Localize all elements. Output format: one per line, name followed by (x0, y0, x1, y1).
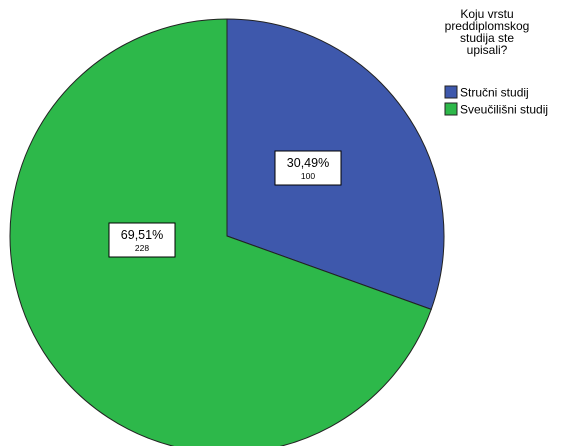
legend-title-line-2: preddiplomskog (445, 19, 530, 33)
pie-slice-sveucilisni-studij (9, 18, 432, 446)
data-label-box-strucni-studij (274, 150, 342, 186)
count-label-sveucilisni-studij: 228 (135, 243, 149, 253)
legend-title-line-3: studija ste (460, 31, 514, 45)
legend-title-line-1: Koju vrstu (460, 7, 513, 21)
legend: Koju vrstu preddiplomskog studija ste up… (444, 7, 548, 117)
data-label-box-sveucilisni-studij (108, 222, 176, 258)
legend-label-sveucilisni-studij: Sveučilišni studij (460, 103, 548, 117)
legend-swatch-strucni-studij (444, 85, 458, 99)
legend-label-strucni-studij: Stručni studij (460, 86, 529, 100)
pie-slices (9, 18, 445, 446)
percent-label-sveucilisni-studij: 69,51% (121, 228, 163, 242)
percent-label-strucni-studij: 30,49% (287, 156, 329, 170)
data-labels: 30,49%100 69,51%228 (108, 150, 342, 258)
legend-swatch-sveucilisni-studij (444, 102, 458, 116)
count-label-strucni-studij: 100 (301, 171, 315, 181)
legend-title-line-4: upisali? (467, 43, 508, 57)
